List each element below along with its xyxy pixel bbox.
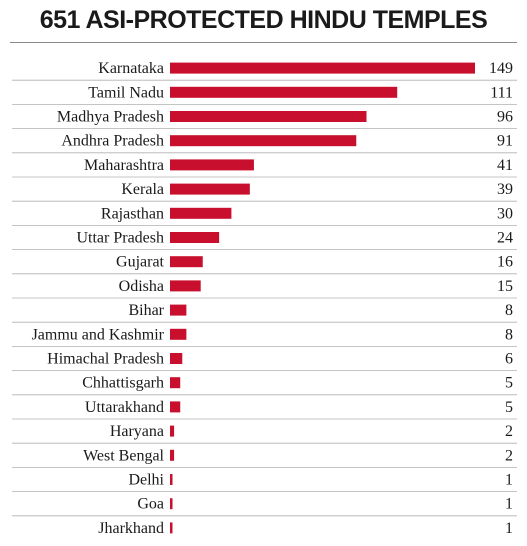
- bar: [170, 111, 367, 122]
- value-label: 8: [505, 302, 513, 319]
- title-divider: [10, 42, 517, 43]
- category-label: Tamil Nadu: [88, 84, 164, 101]
- category-label: Delhi: [128, 472, 164, 489]
- category-label: Karnataka: [98, 60, 164, 77]
- bar: [170, 304, 187, 316]
- value-label: 6: [505, 351, 513, 368]
- value-label: 149: [489, 60, 513, 77]
- category-label: Madhya Pradesh: [57, 109, 164, 126]
- bar: [170, 159, 254, 171]
- value-label: 1: [505, 472, 513, 489]
- value-label: 111: [490, 84, 513, 101]
- value-label: 1: [505, 496, 513, 513]
- bar: [170, 377, 181, 389]
- category-label: Uttar Pradesh: [76, 230, 164, 247]
- category-label: Gujarat: [116, 254, 165, 271]
- value-label: 2: [505, 447, 513, 464]
- category-label: Kerala: [121, 181, 164, 198]
- value-label: 2: [505, 423, 513, 440]
- bar: [170, 62, 475, 74]
- bar: [170, 256, 203, 268]
- value-label: 30: [497, 205, 513, 222]
- category-label: Uttarakhand: [85, 399, 164, 416]
- category-label: Chhattisgarh: [82, 375, 164, 392]
- value-label: 39: [497, 181, 513, 198]
- value-label: 15: [497, 278, 513, 295]
- bar: [170, 449, 175, 461]
- bar: [170, 207, 232, 219]
- category-label: West Bengal: [83, 447, 164, 464]
- category-label: Haryana: [110, 423, 164, 440]
- category-label: Maharashtra: [84, 157, 164, 174]
- value-label: 5: [505, 399, 513, 416]
- value-label: 1: [505, 520, 513, 537]
- bar: [170, 232, 220, 243]
- value-label: 91: [497, 133, 513, 150]
- bar: [170, 498, 173, 510]
- bar: [170, 474, 173, 485]
- bar: [170, 280, 201, 292]
- bar: [170, 425, 175, 437]
- bar: [170, 353, 183, 364]
- value-label: 16: [497, 254, 513, 271]
- bar: [170, 183, 250, 195]
- chart-title: 651 ASI-PROTECTED HINDU TEMPLES: [39, 6, 488, 34]
- value-label: 96: [497, 109, 513, 126]
- value-label: 5: [505, 375, 513, 392]
- value-label: 41: [497, 157, 513, 174]
- bar: [170, 135, 357, 147]
- category-label: Andhra Pradesh: [61, 133, 164, 150]
- bar: [170, 328, 187, 340]
- category-label: Rajasthan: [101, 205, 164, 222]
- bar: [170, 522, 173, 534]
- bar: [170, 86, 398, 98]
- category-label: Himachal Pradesh: [47, 351, 164, 368]
- value-label: 24: [497, 230, 513, 247]
- category-label: Bihar: [128, 302, 164, 319]
- category-label: Jharkhand: [98, 520, 164, 537]
- bar: [170, 401, 181, 413]
- category-label: Odisha: [119, 278, 164, 295]
- category-label: Jammu and Kashmir: [32, 326, 165, 343]
- category-label: Goa: [137, 496, 164, 513]
- value-label: 8: [505, 326, 513, 343]
